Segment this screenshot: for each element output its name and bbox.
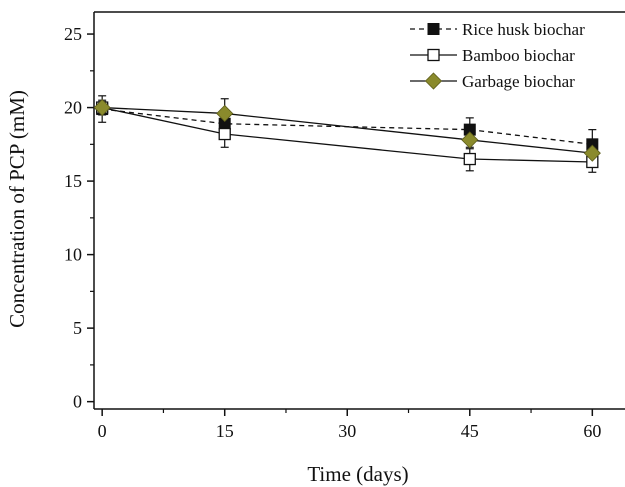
markers-garbage-biochar — [93, 99, 601, 162]
legend-label: Garbage biochar — [462, 72, 575, 91]
data-point — [93, 99, 111, 117]
legend-marker — [427, 48, 440, 62]
y-tick-label: 0 — [73, 392, 82, 412]
x-tick-label: 30 — [338, 421, 356, 441]
data-point — [583, 144, 601, 162]
markers-bamboo-biochar — [96, 101, 599, 169]
x-tick-label: 0 — [98, 421, 107, 441]
series-line — [102, 106, 593, 154]
x-axis-title: Time (days) — [307, 462, 408, 486]
legend-label: Bamboo biochar — [462, 46, 575, 65]
series-line — [102, 106, 593, 163]
series-rice-husk-biochar — [98, 95, 597, 160]
legend: Rice husk biochar Bamboo biochar Garbage b… — [410, 20, 585, 91]
x-tick-label: 45 — [461, 421, 479, 441]
legend-label: Rice husk biochar — [462, 20, 585, 39]
legend-marker — [424, 72, 443, 90]
series-garbage-biochar — [98, 98, 597, 162]
data-point — [463, 152, 476, 166]
series-layer — [93, 95, 601, 173]
y-tick-label: 10 — [64, 245, 82, 265]
data-point — [461, 131, 479, 149]
legend-marker — [427, 23, 440, 35]
y-tick-label: 20 — [64, 98, 82, 118]
y-tick-label: 5 — [73, 318, 82, 338]
plot-frame — [93, 11, 625, 410]
data-point — [218, 127, 231, 141]
y-axis-title: Concentration of PCP (mM) — [5, 90, 29, 328]
data-point — [216, 104, 234, 123]
y-ticks: 0 5 10 15 20 25 — [64, 24, 94, 412]
x-tick-label: 60 — [583, 421, 601, 441]
x-tick-label: 15 — [216, 421, 234, 441]
y-tick-label: 15 — [64, 171, 82, 191]
x-ticks: 0 15 30 45 60 — [98, 409, 601, 441]
y-tick-label: 25 — [64, 24, 82, 44]
